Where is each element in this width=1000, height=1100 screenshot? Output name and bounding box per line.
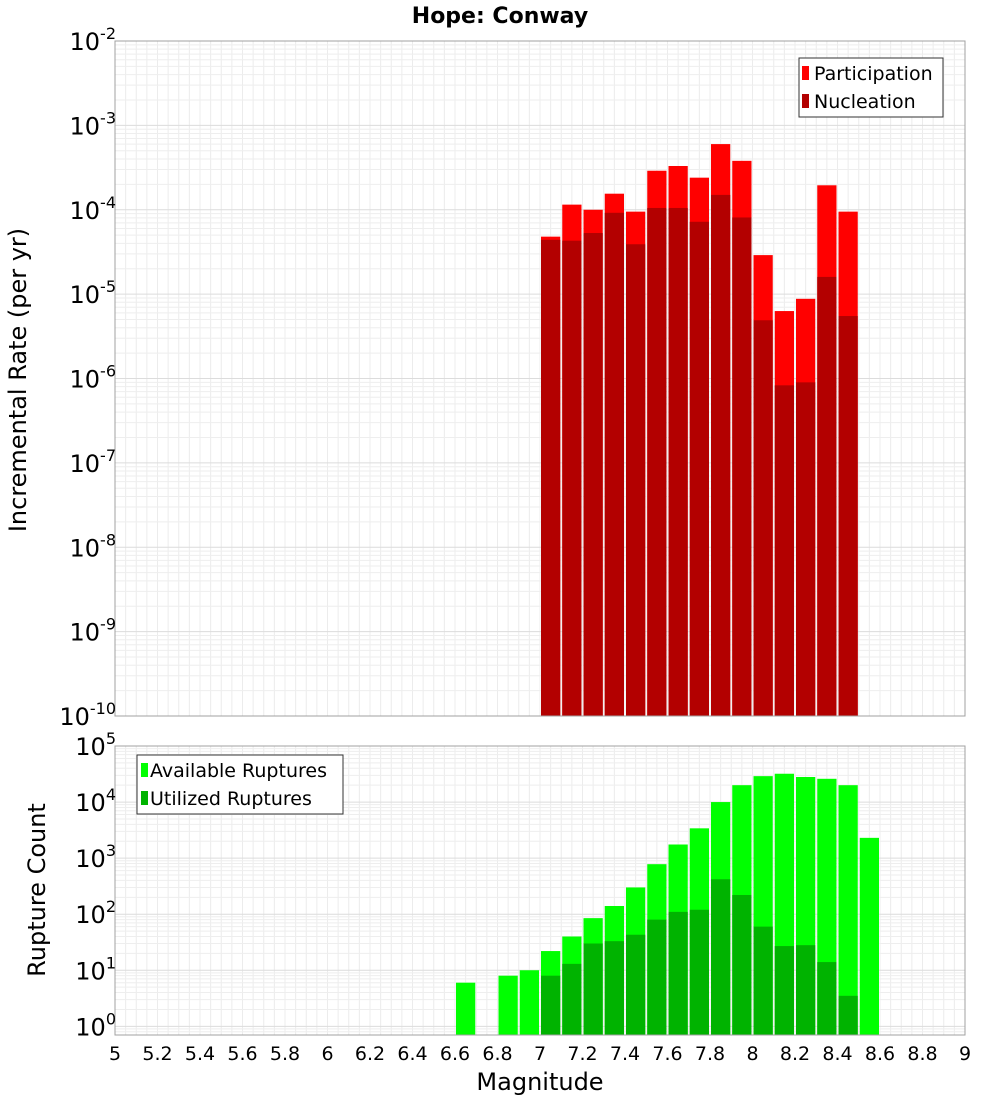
x-tick-label: 8.4	[822, 1043, 852, 1065]
bottom-bar-available-ruptures	[498, 975, 518, 1035]
bottom-bar-utilized-ruptures	[562, 963, 582, 1035]
x-tick-label: 7.6	[652, 1043, 682, 1065]
x-tick-label: 6	[321, 1043, 333, 1065]
bottom-bar-utilized-ruptures	[647, 919, 667, 1035]
top-bar-nucleation	[838, 316, 858, 716]
top-bar-nucleation	[817, 276, 837, 716]
bottom-y-tick-labels: 100 101 102 103 104 105	[75, 729, 116, 1041]
y-tick-label: 102	[75, 897, 116, 929]
x-tick-label: 9	[959, 1043, 971, 1065]
legend-label-available: Available Ruptures	[150, 760, 327, 782]
y-tick-label: 10-3	[70, 108, 117, 140]
y-tick-label: 10-2	[70, 24, 117, 56]
y-tick-label: 10-5	[70, 277, 117, 309]
bottom-y-axis-label: Rupture Count	[23, 803, 51, 977]
legend-swatch-participation	[802, 66, 809, 80]
x-tick-label: 5.4	[185, 1043, 215, 1065]
x-tick-label: 5.2	[142, 1043, 172, 1065]
legend-swatch-nucleation	[802, 94, 809, 108]
bottom-legend: Available Ruptures Utilized Ruptures	[136, 754, 344, 815]
top-bar-nucleation	[626, 244, 646, 717]
top-legend: Participation Nucleation	[798, 57, 944, 118]
top-bar-nucleation	[562, 240, 582, 717]
top-bar-nucleation	[732, 217, 752, 717]
bottom-bar-utilized-ruptures	[541, 975, 561, 1035]
y-tick-label: 10-6	[70, 362, 117, 394]
top-y-axis-label: Incremental Rate (per yr)	[4, 228, 32, 532]
top-bar-nucleation	[647, 207, 667, 716]
top-bar-nucleation	[711, 194, 731, 716]
x-tick-label: 7.4	[610, 1043, 640, 1065]
bottom-bar-utilized-ruptures	[732, 894, 752, 1035]
x-tick-label: 8.8	[907, 1043, 937, 1065]
bottom-bar-available-ruptures	[838, 785, 858, 1035]
x-axis-label: Magnitude	[476, 1068, 603, 1096]
top-plot: 10-10 10-9 10-8 10-7 10-6 10-5 10-4 10-3 10-2 In…	[4, 24, 966, 731]
top-bar-nucleation	[689, 221, 709, 716]
y-tick-label: 100	[75, 1009, 116, 1041]
bottom-bar-utilized-ruptures	[838, 995, 858, 1035]
bottom-plot: 100 101 102 103 104 105 5 5.2 5.4 5.6 5.8 6 6.2 6.4 6…	[23, 729, 971, 1096]
bottom-bar-utilized-ruptures	[689, 909, 709, 1035]
legend-swatch-available	[141, 763, 148, 777]
x-tick-label: 7	[534, 1043, 546, 1065]
x-tick-label: 8	[746, 1043, 758, 1065]
bottom-bar-available-ruptures	[859, 837, 879, 1035]
top-bar-nucleation	[796, 382, 816, 716]
bottom-bar-utilized-ruptures	[774, 946, 794, 1035]
x-tick-label: 7.8	[695, 1043, 725, 1065]
bottom-plot-border	[114, 745, 966, 1036]
bottom-bars	[456, 773, 879, 1035]
bottom-bar-available-ruptures	[519, 970, 539, 1035]
x-tick-label: 7.2	[567, 1043, 597, 1065]
y-tick-label: 10-4	[70, 193, 117, 225]
bottom-bar-utilized-ruptures	[796, 945, 816, 1035]
x-tick-label: 6.2	[355, 1043, 385, 1065]
y-tick-label: 10-7	[70, 446, 117, 478]
bottom-bar-utilized-ruptures	[817, 962, 837, 1035]
x-tick-label: 8.2	[780, 1043, 810, 1065]
top-bar-nucleation	[583, 233, 603, 716]
y-tick-label: 104	[75, 785, 116, 817]
top-bar-nucleation	[604, 212, 624, 716]
top-bar-nucleation	[774, 385, 794, 716]
x-tick-labels: 5 5.2 5.4 5.6 5.8 6 6.2 6.4 6.6 6.8 7 7.2 7.4 7.6 7.8 8…	[109, 1043, 971, 1065]
bottom-legend-box	[136, 754, 344, 815]
legend-label-utilized: Utilized Ruptures	[150, 788, 312, 810]
bottom-bar-utilized-ruptures	[711, 879, 731, 1035]
top-bar-nucleation	[753, 320, 773, 716]
x-tick-label: 6.8	[482, 1043, 512, 1065]
top-gridlines	[114, 40, 966, 717]
x-tick-label: 5.6	[227, 1043, 257, 1065]
y-tick-label: 101	[75, 953, 116, 985]
x-tick-label: 6.6	[440, 1043, 470, 1065]
bottom-bar-utilized-ruptures	[604, 941, 624, 1035]
y-tick-label: 105	[75, 729, 116, 761]
y-tick-label: 10-10	[59, 699, 116, 731]
x-tick-label: 8.6	[865, 1043, 895, 1065]
x-tick-label: 5	[109, 1043, 121, 1065]
bottom-bar-available-ruptures	[456, 982, 476, 1035]
legend-swatch-utilized	[141, 791, 148, 805]
bottom-bar-utilized-ruptures	[753, 926, 773, 1035]
top-plot-border	[114, 40, 966, 717]
top-y-tick-labels: 10-10 10-9 10-8 10-7 10-6 10-5 10-4 10-3 10-2	[59, 24, 116, 731]
bottom-bar-utilized-ruptures	[668, 911, 688, 1035]
chart-title: Hope: Conway	[412, 4, 588, 29]
x-tick-label: 6.4	[397, 1043, 427, 1065]
bottom-bar-utilized-ruptures	[583, 943, 603, 1035]
y-tick-label: 10-9	[70, 615, 117, 647]
top-bars	[541, 144, 858, 717]
top-bar-nucleation	[541, 239, 561, 716]
y-tick-label: 10-8	[70, 530, 117, 562]
y-tick-label: 103	[75, 841, 116, 873]
legend-label-participation: Participation	[814, 63, 933, 85]
top-bar-nucleation	[668, 207, 688, 716]
top-legend-box	[798, 57, 944, 118]
bottom-bar-utilized-ruptures	[626, 934, 646, 1035]
legend-label-nucleation: Nucleation	[814, 91, 916, 113]
x-tick-label: 5.8	[270, 1043, 300, 1065]
